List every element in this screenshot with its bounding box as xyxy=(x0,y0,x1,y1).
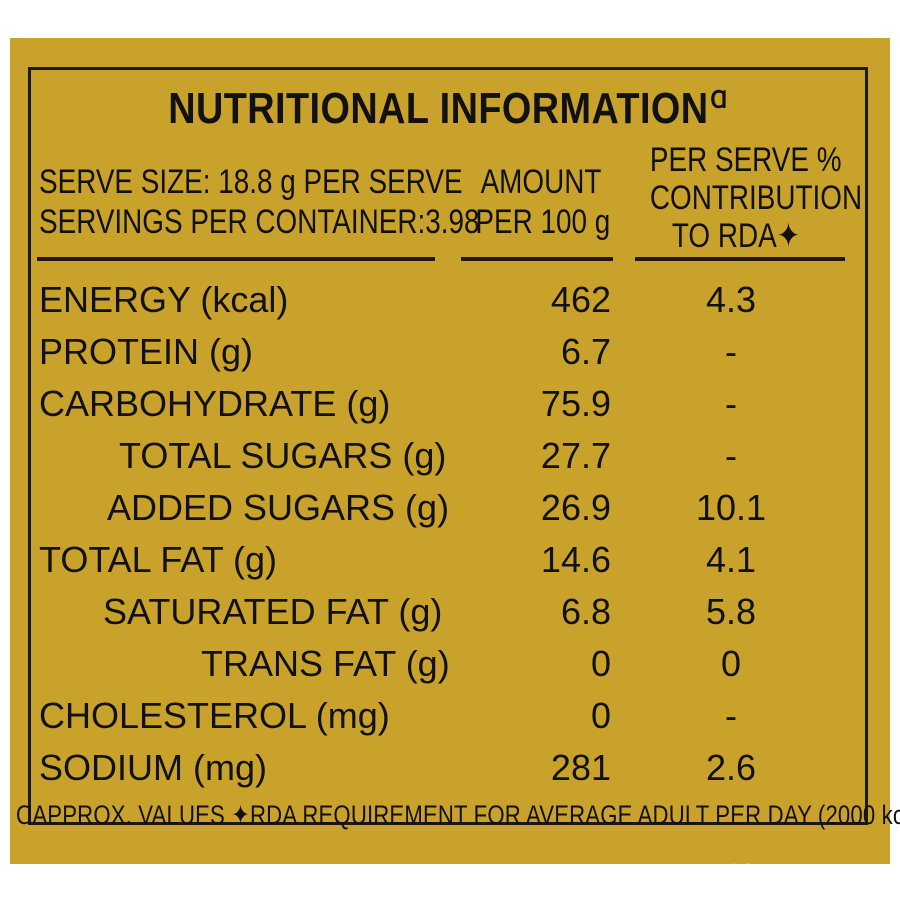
nutrient-name: TOTAL FAT (g) xyxy=(39,539,278,580)
footnote: ⱭAPPROX. VALUES ✦RDA REQUIREMENT FOR AVE… xyxy=(16,800,900,830)
nutrition-label-panel: NUTRITIONAL INFORMATIONⱭ SERVE SIZE: 18.… xyxy=(10,38,900,864)
table-row: TOTAL SUGARS (g) 27.7 - xyxy=(31,431,865,481)
rda-value: 10.1 xyxy=(695,487,767,528)
amount-value: 281 xyxy=(550,747,611,788)
rda-value: 2.6 xyxy=(705,747,757,788)
amount-value: 14.6 xyxy=(540,539,611,580)
nutrient-name: SODIUM (mg) xyxy=(39,747,267,788)
approx-mark-icon: Ɑ xyxy=(710,84,728,114)
rda-header-line3: TO RDA✦ xyxy=(671,217,801,255)
table-row: TRANS FAT (g) 0 0 xyxy=(31,639,865,689)
amount-header-line2: PER 100 g xyxy=(475,203,611,241)
nutrition-table-frame: NUTRITIONAL INFORMATIONⱭ SERVE SIZE: 18.… xyxy=(28,67,868,825)
rda-value: 5.8 xyxy=(705,591,757,632)
rda-value: 4.3 xyxy=(705,279,757,320)
serve-size: SERVE SIZE: 18.8 g PER SERVE xyxy=(39,163,463,201)
rda-value: - xyxy=(725,435,737,476)
amount-value: 6.7 xyxy=(560,331,611,372)
rda-header-line2: CONTRIBUTION xyxy=(649,179,863,217)
label-title: NUTRITIONAL INFORMATIONⱭ xyxy=(89,84,806,134)
amount-value: 27.7 xyxy=(540,435,611,476)
nutrient-name: SATURATED FAT (g) xyxy=(103,591,443,632)
nutrient-name: CARBOHYDRATE (g) xyxy=(39,383,391,424)
nutrient-name: TOTAL SUGARS (g) xyxy=(119,435,447,476)
amount-value: 0 xyxy=(590,695,611,736)
nutrient-name: TRANS FAT (g) xyxy=(201,643,450,684)
amount-header-line1: AMOUNT xyxy=(480,163,602,201)
rda-value: - xyxy=(725,695,737,736)
table-row: ENERGY (kcal) 462 4.3 xyxy=(31,275,865,325)
nutrient-name: ENERGY (kcal) xyxy=(39,279,289,320)
amount-underline xyxy=(461,257,613,261)
nutrient-name: PROTEIN (g) xyxy=(39,331,254,372)
amount-value: 6.8 xyxy=(560,591,611,632)
servings-per-container: SERVINGS PER CONTAINER:3.98 xyxy=(39,203,480,241)
rda-value: 4.1 xyxy=(705,539,757,580)
amount-value: 0 xyxy=(590,643,611,684)
table-row: SODIUM (mg) 281 2.6 xyxy=(31,743,865,793)
title-text: NUTRITIONAL INFORMATION xyxy=(168,84,709,133)
amount-value: 462 xyxy=(550,279,611,320)
table-row: TOTAL FAT (g) 14.6 4.1 xyxy=(31,535,865,585)
table-row: PROTEIN (g) 6.7 - xyxy=(31,327,865,377)
serve-underline xyxy=(37,257,435,261)
rda-header-line1: PER SERVE % xyxy=(649,141,842,179)
watermark: ChattyBao xyxy=(723,859,880,894)
rda-value: - xyxy=(725,383,737,424)
amount-value: 26.9 xyxy=(540,487,611,528)
nutrient-name: ADDED SUGARS (g) xyxy=(107,487,450,528)
table-row: CHOLESTEROL (mg) 0 - xyxy=(31,691,865,741)
table-row: SATURATED FAT (g) 6.8 5.8 xyxy=(31,587,865,637)
table-row: CARBOHYDRATE (g) 75.9 - xyxy=(31,379,865,429)
table-row: ADDED SUGARS (g) 26.9 10.1 xyxy=(31,483,865,533)
rda-value: 0 xyxy=(720,643,742,684)
rda-value: - xyxy=(725,331,737,372)
nutrient-name: CHOLESTEROL (mg) xyxy=(39,695,390,736)
rda-underline xyxy=(635,257,845,261)
amount-value: 75.9 xyxy=(540,383,611,424)
